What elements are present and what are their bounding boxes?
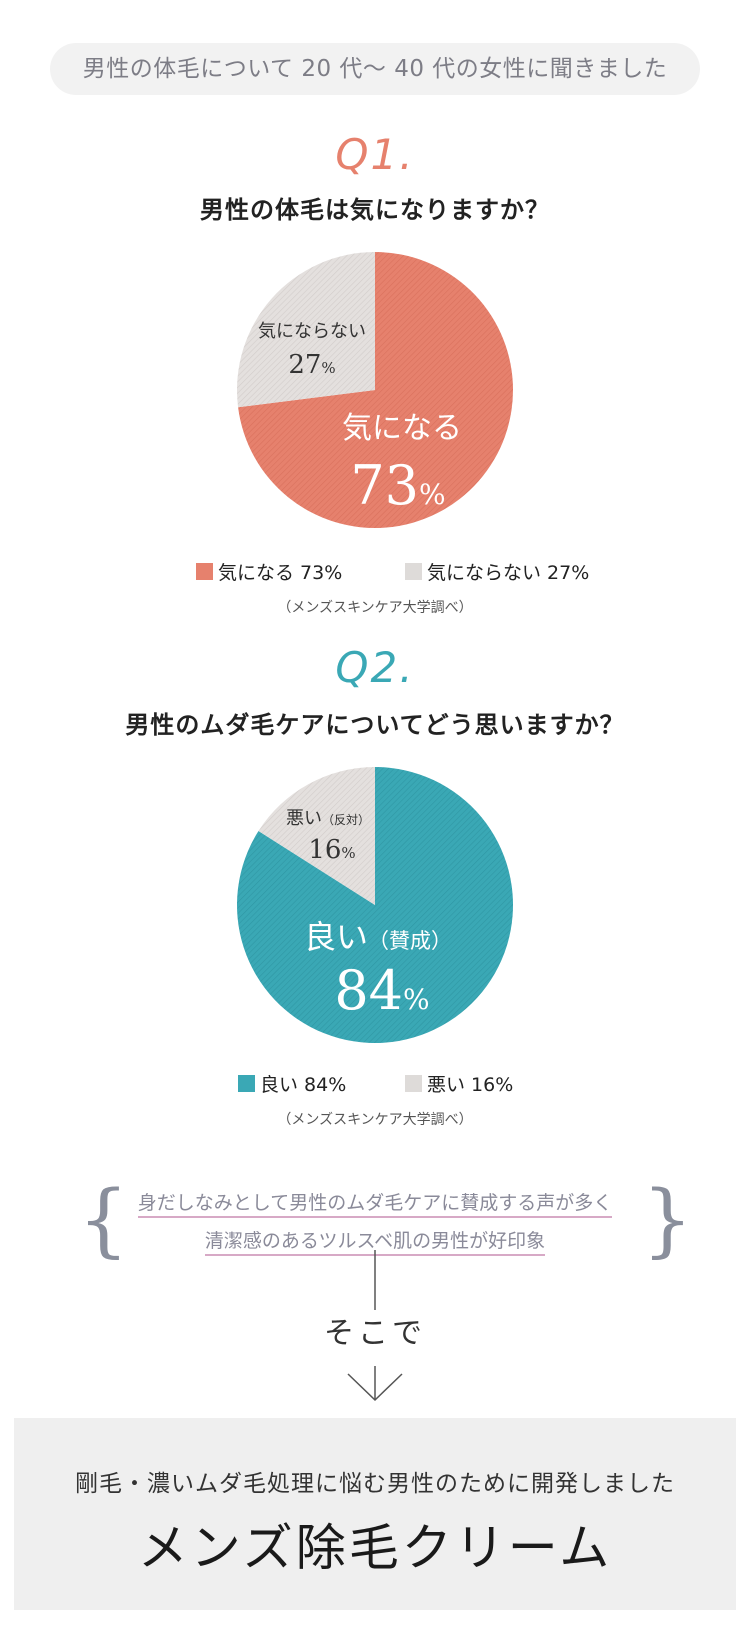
q1-slice-label-pct-0: 73%: [350, 454, 445, 517]
summary-left-brace: {: [78, 1173, 129, 1266]
q2-slice-label-name-1: 悪い（反対）: [286, 808, 370, 829]
q2-label-note-1: （反対）: [322, 813, 370, 827]
q2-legend: 良い 84% 悪い 16%: [0, 1070, 750, 1100]
summary-line-2: 清潔感のあるツルスベ肌の男性が好印象: [0, 1226, 750, 1256]
arrow-down-icon: [347, 1373, 403, 1402]
connector-text: そこで: [324, 1316, 426, 1351]
q1-slice-1: [237, 252, 375, 408]
product-banner: 剛毛・濃いムダ毛処理に悩む男性のために開発しました メンズ除毛クリーム: [14, 1418, 736, 1610]
q1-legend-label-0: 気になる 73%: [218, 562, 343, 584]
q1-pie-chart: 気になる 73% 気にならない 27%: [237, 252, 513, 528]
q1-slice-label-pct-1: 27%: [288, 350, 335, 380]
q2-slice-label-name-0: 良い（賛成）: [304, 918, 452, 956]
q1-question: 男性の体毛は気になりますか？: [200, 196, 550, 224]
q2-label-name-1: 悪い: [286, 808, 322, 829]
q2-pct-num-0: 84: [334, 959, 403, 1022]
q2-slice-label-pct-0: 84%: [334, 959, 429, 1022]
q2-number: Q2.: [335, 643, 415, 692]
q2-question: 男性のムダ毛ケアについてどう思いますか？: [125, 711, 625, 739]
q2-legend-swatch-0: [238, 1075, 255, 1092]
q1-legend-item-0: 気になる 73%: [196, 558, 342, 585]
summary-line-2-text: 清潔感のあるツルスベ肌の男性が好印象: [204, 1230, 546, 1256]
q1-pct-num-1: 27: [288, 350, 321, 380]
q1-legend-swatch-1: [405, 563, 422, 580]
q2-legend-item-1: 悪い 16%: [405, 1070, 513, 1097]
q1-legend: 気になる 73% 気にならない 27%: [0, 558, 750, 588]
q1-legend-swatch-0: [196, 563, 213, 580]
q1-legend-item-1: 気にならない 27%: [405, 558, 589, 585]
q2-legend-label-0: 良い 84%: [260, 1074, 347, 1096]
q1-pct-num-0: 73: [350, 454, 419, 517]
q2-legend-item-0: 良い 84%: [238, 1070, 346, 1097]
q2-label-note-0: （賛成）: [368, 929, 452, 953]
q2-slice-label-pct-1: 16%: [308, 835, 355, 865]
q1-pct-unit-1: %: [321, 359, 335, 377]
q1-slice-label-name-0: 気になる: [342, 411, 462, 446]
summary-right-brace: }: [642, 1173, 693, 1266]
q1-slice-0: [238, 252, 513, 528]
q2-legend-swatch-1: [405, 1075, 422, 1092]
q2-pct-unit-0: %: [403, 983, 430, 1016]
q2-pie-chart: 良い（賛成） 84% 悪い（反対） 16%: [237, 767, 514, 1043]
q1-slice-label-name-1: 気にならない: [258, 321, 366, 342]
q2-pct-num-1: 16: [308, 835, 341, 865]
q2-pct-unit-1: %: [341, 844, 355, 862]
product-name: メンズ除毛クリーム: [137, 1519, 613, 1577]
q1-source: （メンズスキンケア大学調べ）: [277, 600, 473, 616]
q1-pct-unit-0: %: [419, 478, 446, 511]
product-subtitle: 剛毛・濃いムダ毛処理に悩む男性のために開発しました: [75, 1471, 675, 1497]
summary-line-1-text: 身だしなみとして男性のムダ毛ケアに賛成する声が多く: [137, 1192, 613, 1218]
q2-legend-label-1: 悪い 16%: [427, 1074, 514, 1096]
survey-banner: 男性の体毛について 20 代〜 40 代の女性に聞きました: [50, 43, 700, 95]
summary-line-1: 身だしなみとして男性のムダ毛ケアに賛成する声が多く: [0, 1188, 750, 1218]
q2-label-name-0: 良い: [304, 918, 368, 956]
q1-number: Q1.: [335, 130, 415, 179]
q1-legend-label-1: 気にならない 27%: [427, 562, 590, 584]
q2-slice-1: [258, 767, 375, 905]
q2-source: （メンズスキンケア大学調べ）: [277, 1112, 473, 1128]
